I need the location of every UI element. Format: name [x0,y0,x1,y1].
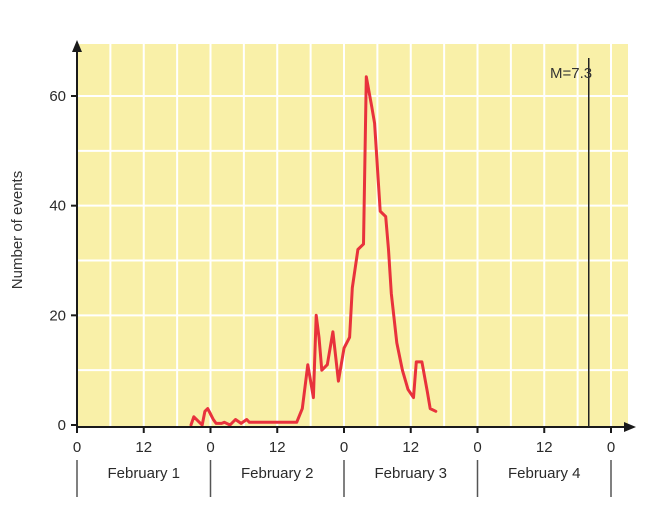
axes [72,40,636,432]
y-tick-label: 20 [49,307,66,324]
day-label: February 1 [107,465,180,482]
y-tick-label: 60 [49,88,66,105]
grid [77,44,628,427]
day-label: February 2 [241,465,314,482]
x-tick-label: 0 [473,439,481,456]
x-tick-label: 12 [402,439,419,456]
y-tick-label: 40 [49,198,66,215]
x-tick-label: 12 [135,439,152,456]
y-tick-label: 0 [58,417,66,434]
y-axis-title: Number of events [9,171,26,289]
plot-background [77,44,628,427]
annotation-label: M=7.3 [550,65,592,82]
day-label: February 3 [374,465,447,482]
x-tick-label: 0 [340,439,348,456]
x-axis-arrow [624,422,636,432]
series-line [189,75,438,427]
x-tick-label: 12 [269,439,286,456]
x-tick-label: 0 [206,439,214,456]
y-axis-arrow [72,40,82,52]
series-layer [189,75,438,427]
x-tick-label: 0 [607,439,615,456]
x-tick-label: 0 [73,439,81,456]
x-tick-label: 12 [536,439,553,456]
day-labels: February 1 February 2 February 3 February 4 [76,460,612,497]
day-label: February 4 [508,465,581,482]
